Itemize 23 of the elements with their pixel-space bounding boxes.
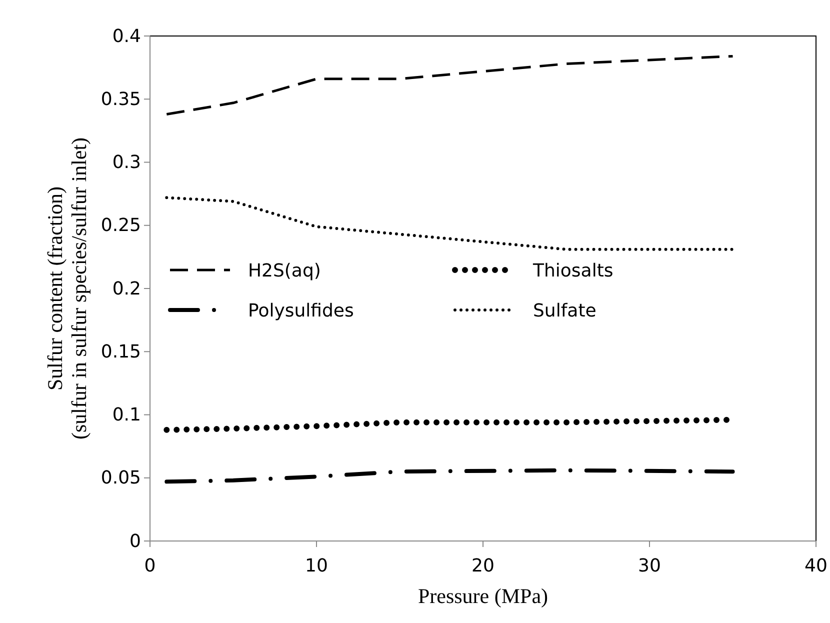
line-series <box>164 468 735 484</box>
y-tick-label: 0 <box>130 530 141 552</box>
y-tick-label: 0.05 <box>100 468 141 489</box>
x-tick-label: 10 <box>305 556 328 577</box>
y-tick-label: 0.4 <box>112 26 141 47</box>
y-tick-label: 0.35 <box>100 88 141 110</box>
line-series <box>165 196 734 251</box>
legend-label: Thiosalts <box>532 260 614 282</box>
legend-label: H2S(aq) <box>248 260 321 282</box>
y-tick-label: 0.15 <box>100 341 141 362</box>
x-axis-title: Pressure (MPa) <box>418 584 548 608</box>
line-series <box>165 54 734 116</box>
x-tick-label: 20 <box>472 556 494 577</box>
y-tick-label: 0.1 <box>112 404 141 426</box>
legend-label: Polysulfides <box>248 300 354 322</box>
x-tick-label: 30 <box>638 556 661 577</box>
y-tick-label: 0.25 <box>100 215 141 236</box>
legend-label: Sulfate <box>533 300 596 322</box>
x-tick-label: 0 <box>144 556 156 577</box>
y-tick-label: 0.2 <box>112 278 141 300</box>
x-tick-label: 40 <box>804 556 828 577</box>
y-axis-title: Sulfur content (fraction) (sulfur in sulfur species/sulfur inlet) <box>43 137 92 440</box>
y-tick-label: 0.3 <box>112 152 141 174</box>
